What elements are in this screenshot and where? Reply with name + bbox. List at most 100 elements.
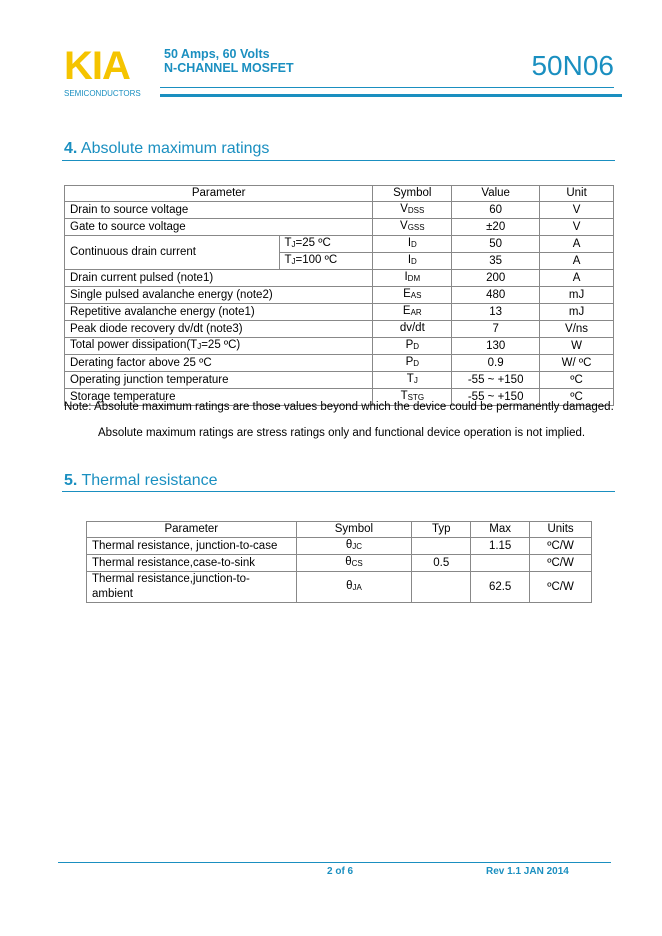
symbol-cell: VGSS xyxy=(372,218,453,237)
table-header-row: Parameter Symbol Value Unit xyxy=(63,184,614,203)
value-cell: 480 xyxy=(451,286,541,305)
table-row: Gate to source voltage VGSS ±20 V xyxy=(63,218,614,237)
section5-divider xyxy=(62,491,615,492)
kia-logo: KIA xyxy=(64,44,131,88)
table-row: Total power dissipation(TJ=25 ºC) PD 130 W xyxy=(63,337,614,356)
symbol-subscript: CS xyxy=(351,559,363,569)
value-cell: ±20 xyxy=(451,218,541,237)
table-row: Thermal resistance,case-to-sink θCS 0.5 ºC/… xyxy=(86,554,592,573)
symbol-subscript: JC xyxy=(352,542,363,552)
header-symbol: Symbol xyxy=(372,184,453,203)
value-cell: 0.9 xyxy=(451,354,541,373)
table-row: Drain to source voltage VDSS 60 V xyxy=(63,201,614,220)
header-typ: Typ xyxy=(411,520,472,539)
unit-cell: V xyxy=(539,201,614,220)
unit-cell: W/ ºC xyxy=(539,354,614,373)
header-parameter: Parameter xyxy=(86,520,297,539)
symbol-cell: IDM xyxy=(372,269,453,288)
value-cell: -55 ~ +150 xyxy=(451,388,541,407)
max-cell: 62.5 xyxy=(470,571,531,604)
header-units: Units xyxy=(529,520,592,539)
param-cell: Drain current pulsed (note1) xyxy=(63,269,374,288)
param-text: Total power dissipation(T xyxy=(70,339,198,352)
typ-cell xyxy=(411,571,472,604)
symbol-base: E xyxy=(402,305,411,318)
symbol-cell: TSTG xyxy=(372,388,453,407)
header-value: Value xyxy=(451,184,541,203)
cond-rest: =25 ºC xyxy=(295,237,331,250)
symbol-cell: VDSS xyxy=(372,201,453,220)
ratings-note-2: Absolute maximum ratings are stress rati… xyxy=(98,427,586,439)
symbol-subscript: J xyxy=(413,376,418,386)
table-header-row: Parameter Symbol Typ Max Units xyxy=(86,520,592,539)
symbol-base: θ xyxy=(345,556,352,569)
subtitle-line2: N-CHANNEL MOSFET xyxy=(164,61,294,75)
cond-rest: =100 ºC xyxy=(295,254,338,267)
unit-cell: A xyxy=(539,269,614,288)
section5-heading: 5. Thermal resistance xyxy=(64,472,218,490)
cond-base: T xyxy=(284,254,292,267)
symbol-cell: θJC xyxy=(295,537,413,556)
section5-title: Thermal resistance xyxy=(81,472,218,489)
symbol-base: θ xyxy=(346,580,353,593)
param-cell: Storage temperature xyxy=(63,388,374,407)
unit-cell: mJ xyxy=(539,286,614,305)
table-row: Thermal resistance, junction-to-case θJC 1… xyxy=(86,537,592,556)
header-divider-thin xyxy=(160,87,614,88)
param-text: Operating junction temperature xyxy=(70,373,229,386)
param-subscript: J xyxy=(197,342,202,352)
value-cell: 13 xyxy=(451,303,541,322)
value-cell: -55 ~ +150 xyxy=(451,371,541,390)
max-cell: 1.15 xyxy=(470,537,531,556)
symbol-cell: EAR xyxy=(372,303,453,322)
symbol-cell: θCS xyxy=(295,554,413,573)
param-cell: Continuous drain current xyxy=(64,235,280,271)
symbol-cell: dv/dt xyxy=(372,320,453,339)
symbol-base: E xyxy=(403,288,411,301)
symbol-subscript: D xyxy=(411,240,417,250)
symbol-cell: PD xyxy=(372,337,453,356)
unit-cell: ºC xyxy=(539,388,614,407)
unit-cell: V xyxy=(539,218,614,237)
symbol-base: θ xyxy=(345,539,353,552)
symbol-cell: PD xyxy=(372,354,453,373)
symbol-base: V xyxy=(400,203,408,216)
max-cell xyxy=(470,554,531,573)
param-cell: Peak diode recovery dv/dt (note3) xyxy=(63,320,374,339)
unit-cell: A xyxy=(539,252,614,271)
footer-divider xyxy=(58,862,611,863)
value-cell: 200 xyxy=(451,269,541,288)
cond-subscript: J xyxy=(291,257,296,267)
section4-title: Absolute maximum ratings xyxy=(80,140,270,157)
section4-divider xyxy=(62,160,615,161)
param-cell: Operating junction temperature xyxy=(63,371,374,390)
header-divider-thick xyxy=(160,94,622,97)
typ-cell: 0.5 xyxy=(411,554,472,573)
param-cell: Thermal resistance,junction-to-ambient xyxy=(86,571,297,604)
param-text: Drain current pulsed (note1) xyxy=(70,271,214,284)
cond-base: T xyxy=(284,237,292,250)
symbol-subscript: D xyxy=(413,359,420,369)
unit-cell: ºC/W xyxy=(529,554,592,573)
table-row: Continuous drain current TJ=25 ºC ID 50 A xyxy=(64,235,614,271)
typ-cell xyxy=(411,537,472,556)
param-text: Drain to source voltage xyxy=(70,203,189,216)
value-cell: 50 xyxy=(451,235,541,254)
param-text: Continuous drain current xyxy=(70,246,196,259)
symbol-subscript: DM xyxy=(407,274,421,284)
symbol-cell: θJA xyxy=(295,571,413,604)
symbol-subscript: AS xyxy=(410,291,422,301)
part-number: 50N06 xyxy=(531,50,614,81)
symbol-base: T xyxy=(406,373,414,386)
param-cell: Derating factor above 25 ºC xyxy=(63,354,374,373)
table-row: Derating factor above 25 ºC PD 0.9 W/ ºC xyxy=(63,354,614,373)
cond-subscript: J xyxy=(291,240,296,250)
symbol-base: V xyxy=(400,220,408,233)
param-cell: Drain to source voltage xyxy=(63,201,374,220)
symbol-base: dv/dt xyxy=(399,322,425,335)
symbol-cell: TJ xyxy=(372,371,453,390)
logo-subtitle: SEMICONDUCTORS xyxy=(64,89,141,98)
table-row: Repetitive avalanche energy (note1) EAR 13… xyxy=(63,303,614,322)
table-row: TJ=100 ºC ID 35 A xyxy=(65,252,614,271)
